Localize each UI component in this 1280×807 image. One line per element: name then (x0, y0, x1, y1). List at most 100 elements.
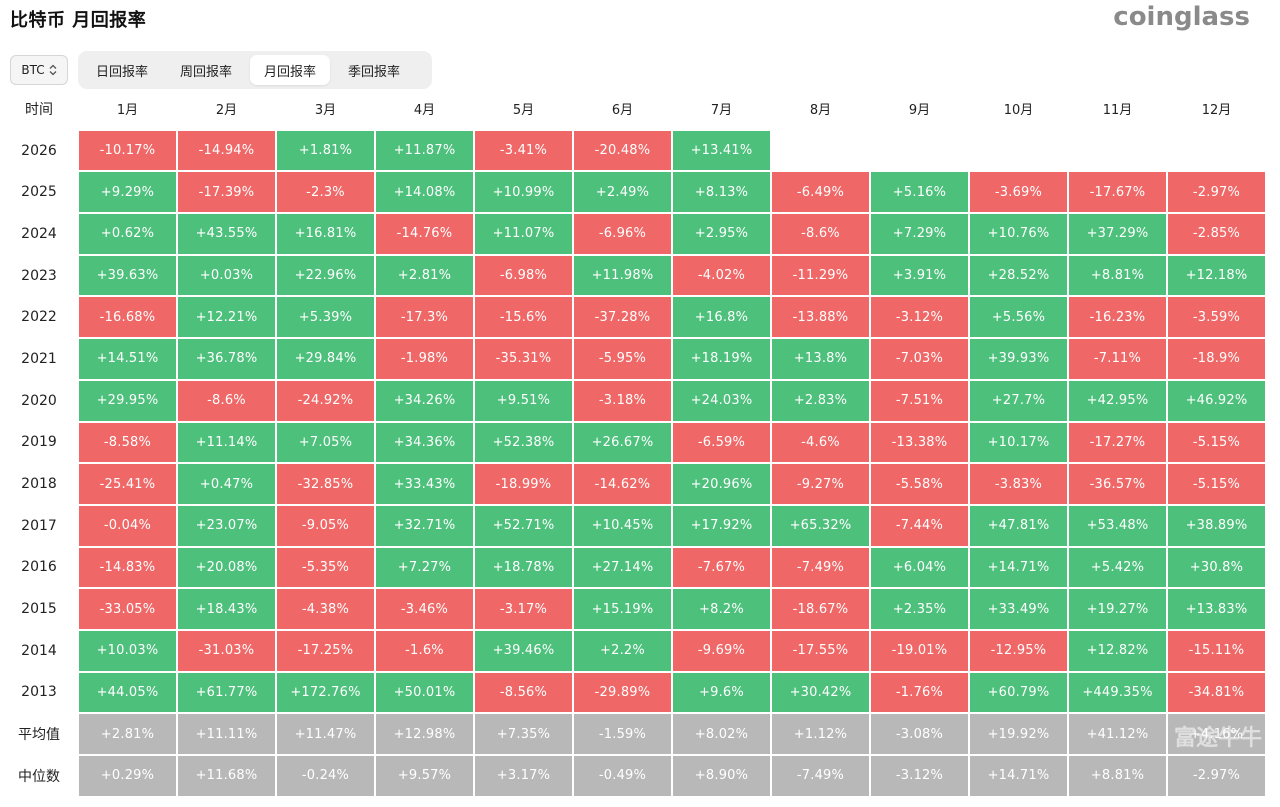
summary-cell: -7.49% (772, 756, 869, 796)
return-cell: +449.35% (1069, 672, 1166, 713)
return-cell: -16.68% (79, 297, 176, 338)
return-cell: -2.3% (277, 172, 374, 213)
summary-cell: -0.49% (574, 756, 671, 796)
summary-cell: +11.11% (178, 714, 275, 754)
return-cell: -3.18% (574, 380, 671, 421)
return-cell: -9.27% (772, 464, 869, 504)
year-label: 2022 (21, 309, 57, 326)
month-header: 10月 (1003, 103, 1034, 119)
return-cell: -18.99% (475, 464, 572, 504)
year-label: 2015 (21, 601, 57, 618)
table-row: 2014 +10.03% -31.03% -17.25% -1.6% +39.46% +2.… (0, 630, 1266, 672)
return-cell: -2.85% (1168, 214, 1265, 254)
return-cell: +5.42% (1069, 547, 1166, 588)
table-row: 2026 -10.17% -14.94% +1.81% +11.87% -3.41% -20… (0, 130, 1266, 172)
return-cell: -18.67% (772, 589, 869, 629)
return-cell: -14.94% (178, 130, 275, 171)
return-cell: +33.43% (376, 464, 473, 504)
return-cell: -17.25% (277, 630, 374, 671)
summary-row: 中位数 +0.29% +11.68% -0.24% +9.57% +3.17% -0.49%… (0, 755, 1266, 797)
return-cell: -7.51% (871, 380, 968, 421)
summary-cell: +0.29% (79, 756, 176, 796)
year-label: 2023 (21, 267, 57, 284)
return-cell: -7.67% (673, 547, 770, 588)
return-cell: -36.57% (1069, 464, 1166, 504)
return-cell: +13.8% (772, 339, 869, 379)
return-cell: -3.69% (970, 172, 1067, 213)
return-cell: +15.19% (574, 589, 671, 629)
return-cell: +17.92% (673, 505, 770, 546)
return-cell: -37.28% (574, 297, 671, 338)
return-cell: -8.6% (178, 380, 275, 421)
empty-cell (871, 131, 968, 171)
summary-cell: +8.81% (1069, 756, 1166, 796)
return-cell: -7.11% (1069, 339, 1166, 379)
year-label: 2016 (21, 559, 57, 576)
return-cell: +12.18% (1168, 255, 1265, 296)
month-header: 9月 (908, 103, 931, 119)
tab-monthly-return[interactable]: 月回报率 (250, 55, 331, 85)
return-cell: +27.7% (970, 380, 1067, 421)
return-cell: +30.42% (772, 672, 869, 713)
return-cell: -35.31% (475, 339, 572, 379)
table-row: 2018 -25.41% +0.47% -32.85% +33.43% -18.99% -1… (0, 463, 1266, 505)
return-cell: -6.49% (772, 172, 869, 213)
tab-weekly-return[interactable]: 周回报率 (180, 64, 233, 80)
return-cell: +24.03% (673, 380, 770, 421)
return-cell: +27.14% (574, 547, 671, 588)
table-header-row: 时间 1月 2月 3月 4月 5月 6月 7月 8月 9月 10月 11月 12月 (0, 88, 1266, 130)
return-cell: +13.41% (673, 130, 770, 171)
return-cell: +10.03% (79, 630, 176, 671)
summary-cell: +1.12% (772, 714, 869, 754)
return-cell: +14.51% (79, 339, 176, 379)
return-cell: +7.05% (277, 422, 374, 463)
return-cell: +6.04% (871, 547, 968, 588)
year-label: 2014 (21, 642, 57, 659)
return-cell: -8.56% (475, 672, 572, 713)
summary-cell: +2.81% (79, 714, 176, 754)
return-cell: +60.79% (970, 672, 1067, 713)
return-cell: +0.47% (178, 464, 275, 504)
return-cell: +18.78% (475, 547, 572, 588)
return-cell: -5.95% (574, 339, 671, 379)
month-header: 11月 (1102, 103, 1133, 119)
summary-cell: +41.12% (1069, 714, 1166, 754)
month-header: 5月 (512, 103, 535, 119)
return-cell: -6.96% (574, 214, 671, 254)
table-row: 2015 -33.05% +18.43% -4.38% -3.46% -3.17% +15.… (0, 588, 1266, 630)
return-cell: +11.14% (178, 422, 275, 463)
return-cell: +2.35% (871, 589, 968, 629)
return-cell: -18.9% (1168, 339, 1265, 379)
empty-cell (772, 131, 869, 171)
return-cell: -9.05% (277, 505, 374, 546)
return-cell: -33.05% (79, 589, 176, 629)
return-cell: -2.97% (1168, 172, 1265, 213)
return-cell: -3.41% (475, 130, 572, 171)
return-cell: -4.6% (772, 422, 869, 463)
return-cell: +11.87% (376, 130, 473, 171)
return-cell: +16.81% (277, 214, 374, 254)
table-row: 2025 +9.29% -17.39% -2.3% +14.08% +10.99% +2.4… (0, 171, 1266, 213)
month-header: 7月 (710, 103, 733, 119)
year-label: 2026 (21, 142, 57, 159)
month-header: 12月 (1201, 103, 1232, 119)
summary-cell: +11.47% (277, 714, 374, 754)
return-cell: +2.95% (673, 214, 770, 254)
empty-cell (1168, 131, 1265, 171)
return-cell: -4.38% (277, 589, 374, 629)
return-cell: +28.52% (970, 255, 1067, 296)
return-cell: -11.29% (772, 255, 869, 296)
tab-quarterly-return[interactable]: 季回报率 (348, 64, 401, 80)
return-cell: +33.49% (970, 589, 1067, 629)
return-cell: +34.26% (376, 380, 473, 421)
return-cell: -0.04% (79, 505, 176, 546)
return-cell: +12.21% (178, 297, 275, 338)
return-cell: +7.27% (376, 547, 473, 588)
return-cell: -24.92% (277, 380, 374, 421)
tab-daily-return[interactable]: 日回报率 (96, 64, 149, 80)
summary-cell: +7.35% (475, 714, 572, 754)
return-cell: +26.67% (574, 422, 671, 463)
return-cell: +47.81% (970, 505, 1067, 546)
coin-select[interactable]: BTC (10, 55, 68, 85)
month-header: 1月 (116, 103, 139, 119)
